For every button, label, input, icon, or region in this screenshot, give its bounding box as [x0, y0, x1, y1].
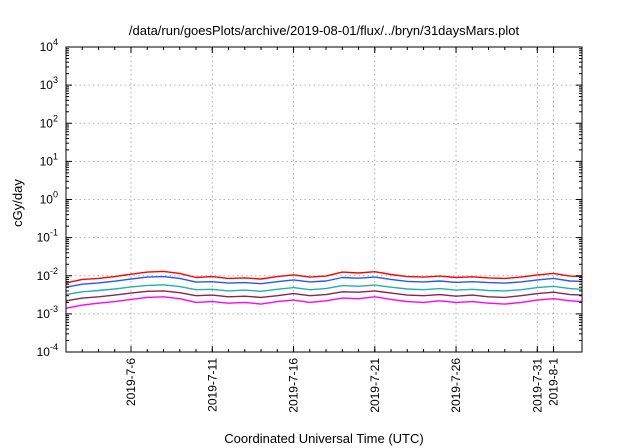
y-tick-exponent: 1 — [53, 151, 58, 161]
y-tick-base: 10 — [40, 116, 54, 130]
y-tick-base: 10 — [40, 78, 54, 92]
y-tick-label: 10-1 — [37, 228, 58, 245]
y-tick-base: 10 — [37, 269, 51, 283]
y-tick-exponent: 2 — [53, 113, 58, 123]
series-maroon-line — [65, 290, 583, 302]
x-tick-label: 2019-7-21 — [368, 358, 382, 413]
series-red-line — [65, 270, 583, 284]
y-tick-exponent: -1 — [50, 228, 58, 238]
y-tick-label: 10-4 — [37, 342, 58, 359]
y-tick-base: 10 — [37, 231, 51, 245]
y-tick-exponent: 3 — [53, 75, 58, 85]
x-tick-label: 2019-7-16 — [287, 358, 301, 413]
x-tick-labels: 2019-7-6 2019-7-11 2019-7-16 2019-7-21 2019-… — [124, 358, 561, 413]
y-tick-base: 10 — [37, 307, 51, 321]
y-tick-base: 10 — [37, 345, 51, 359]
y-tick-label: 10-2 — [37, 266, 58, 283]
y-tick-exponent: -2 — [50, 266, 58, 276]
y-tick-base: 10 — [40, 154, 54, 168]
chart-title: /data/run/goesPlots/archive/2019-08-01/f… — [129, 23, 520, 38]
y-tick-base: 10 — [40, 193, 54, 207]
series-magenta-line — [65, 296, 583, 309]
x-tick-label: 2019-7-11 — [205, 358, 219, 412]
series-teal-line — [65, 284, 583, 296]
axis-ticks — [66, 46, 582, 353]
x-tick-label: 2019-7-6 — [124, 358, 138, 406]
y-tick-exponent: -4 — [50, 342, 58, 352]
y-tick-label: 104 — [40, 37, 58, 54]
y-tick-base: 10 — [40, 40, 54, 54]
y-tick-label: 102 — [40, 113, 58, 130]
y-tick-label: 100 — [40, 190, 58, 207]
y-tick-exponent: 0 — [53, 190, 58, 200]
y-tick-label: 10-3 — [37, 304, 58, 321]
series-lines — [65, 270, 583, 309]
series-blue-line — [65, 275, 583, 288]
y-tick-exponent: 4 — [53, 37, 58, 47]
y-tick-label: 103 — [40, 75, 58, 92]
y-axis-title: cGy/day — [10, 179, 25, 227]
x-axis-title: Coordinated Universal Time (UTC) — [224, 431, 423, 446]
x-tick-label: 2019-7-26 — [449, 358, 463, 413]
y-tick-label: 101 — [40, 151, 58, 168]
x-tick-label: 2019-8-1 — [547, 358, 561, 406]
x-tick-label: 2019-7-31 — [530, 358, 544, 413]
grid-lines — [66, 47, 582, 352]
y-tick-exponent: -3 — [50, 304, 58, 314]
